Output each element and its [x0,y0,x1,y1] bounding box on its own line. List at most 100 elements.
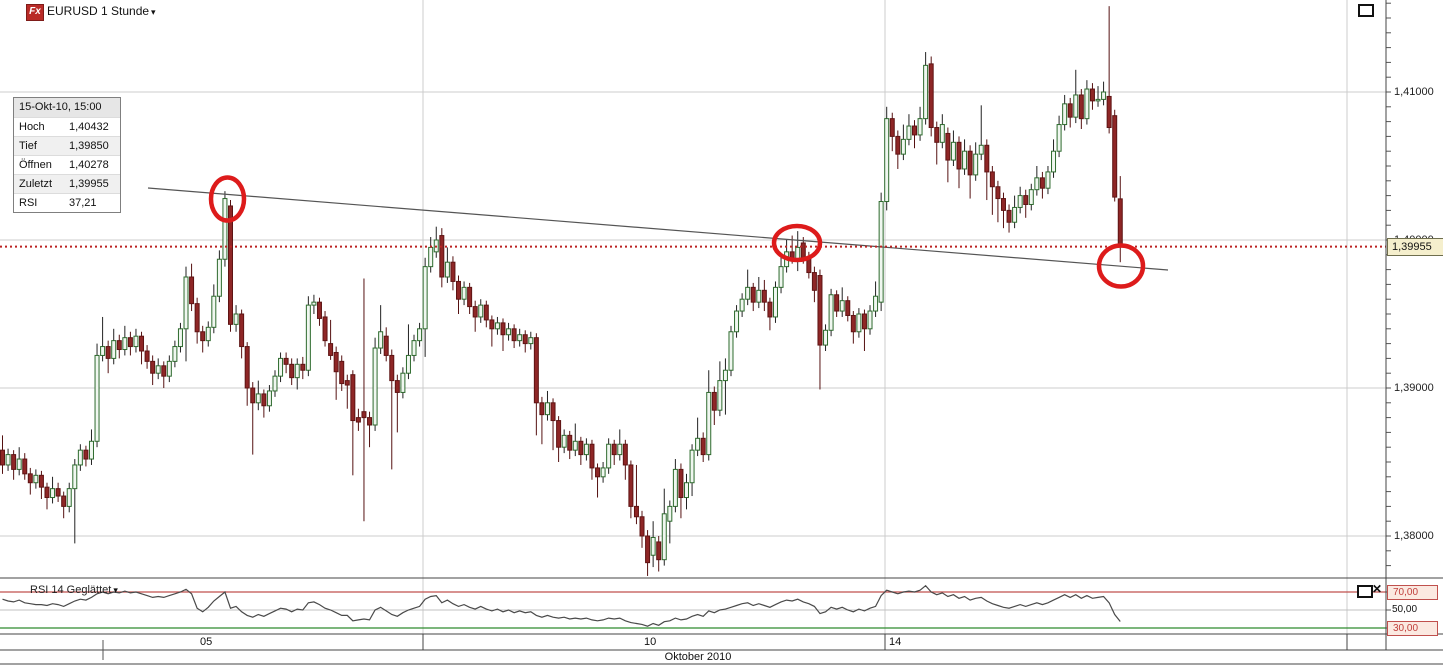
candle-body [316,301,322,319]
candle-body [111,340,117,359]
candle-body [611,443,617,456]
info-label: Tief [19,140,37,152]
candle-body [1067,103,1073,118]
rsi-title-label: RSI 14 Geglättet [30,584,112,596]
info-row-zuletzt: Zuletzt 1,39955 [14,175,120,194]
last-price-badge: 1,39955 [1387,238,1443,256]
candle-body [127,337,133,348]
candle-body [1117,198,1123,248]
candle-body [361,411,367,419]
candle-body [850,314,856,333]
candle-body [55,488,61,497]
candle-body [823,329,829,346]
maximize-rsi-button[interactable] [1357,585,1373,598]
candle-body [83,449,89,460]
candle-body [278,357,284,377]
candle-body [606,443,612,469]
candle-body [27,473,33,484]
candle-body [350,374,356,422]
candle-body [1073,94,1079,118]
candle-body [1089,88,1095,102]
x-axis-day-label: 14 [889,636,902,648]
annotation-circle [1096,243,1146,289]
candle-body [528,337,534,345]
candle-body [478,304,484,318]
candle-body [778,266,784,288]
candle-body [500,322,506,336]
candle-body [934,127,940,143]
candle-body [33,474,39,484]
candle-body [556,420,562,448]
candle-body [867,310,873,330]
info-label: Hoch [19,121,45,133]
candle-body [717,380,723,411]
candle-body [0,449,5,466]
candle-body [522,334,528,345]
close-rsi-button[interactable]: ✕ [1372,582,1383,596]
candle-body [38,474,44,488]
candle-body [11,454,17,470]
candle-body [339,360,345,385]
candle-body [422,266,428,330]
candle-body [873,295,879,312]
candle-body [656,541,662,561]
price-axis-label: 1,41000 [1394,86,1434,98]
candle-body [88,440,94,460]
candle-body [845,300,851,316]
candle-body [1106,95,1112,129]
candle-body [166,360,172,377]
candle-body [177,328,183,348]
candle-body [239,313,245,348]
candle-body [817,275,823,346]
candle-body [200,331,206,342]
candle-body [300,363,306,371]
candle-body [467,286,473,308]
symbol-timeframe-dropdown[interactable]: EURUSD 1 Stunde ▾ [47,4,156,18]
candle-body [1034,177,1040,191]
rsi-line [2,584,1121,627]
candle-body [728,331,734,371]
candle-body [600,467,606,478]
candle-body [900,138,906,155]
candle-body [1006,209,1012,223]
info-row-tief: Tief 1,39850 [14,137,120,156]
info-label: RSI [19,197,38,209]
candle-body [461,286,467,300]
candle-body [973,153,979,176]
candle-body [1023,195,1029,205]
candle-body [572,440,578,451]
candle-body [861,313,867,330]
candle-body [767,301,773,318]
candle-body [205,326,211,342]
quote-info-box: 15-Okt-10, 15:00 Hoch 1,40432 Tief 1,39850… [13,97,121,213]
candle-body [456,280,462,300]
symbol-title-label: EURUSD 1 Stunde [47,4,150,18]
candle-body [5,454,11,466]
x-axis-month-label: Oktober 2010 [664,651,732,663]
candle-body [544,402,550,416]
candle-body [328,343,334,356]
candle-body [1112,115,1118,198]
candle-body [734,310,740,333]
candle-body [995,186,1001,200]
rsi-indicator-dropdown[interactable]: RSI 14 Geglättet ▾ [30,584,118,596]
candle-body [583,443,589,456]
candle-body [1028,189,1034,205]
candle-body [494,322,500,330]
candle-body [389,354,395,382]
candle-body [94,354,100,442]
maximize-chart-button[interactable] [1358,4,1374,17]
candle-body [834,294,840,312]
candle-body [1078,94,1084,120]
candle-body [550,402,556,422]
candle-body [567,434,573,451]
candle-body [367,417,373,426]
info-value: 37,21 [69,197,97,209]
candle-body [756,289,762,303]
info-row-rsi: RSI 37,21 [14,194,120,212]
info-value: 1,40432 [69,121,109,133]
candle-body [678,468,684,499]
candle-body [1012,206,1018,223]
candle-body [672,468,678,507]
